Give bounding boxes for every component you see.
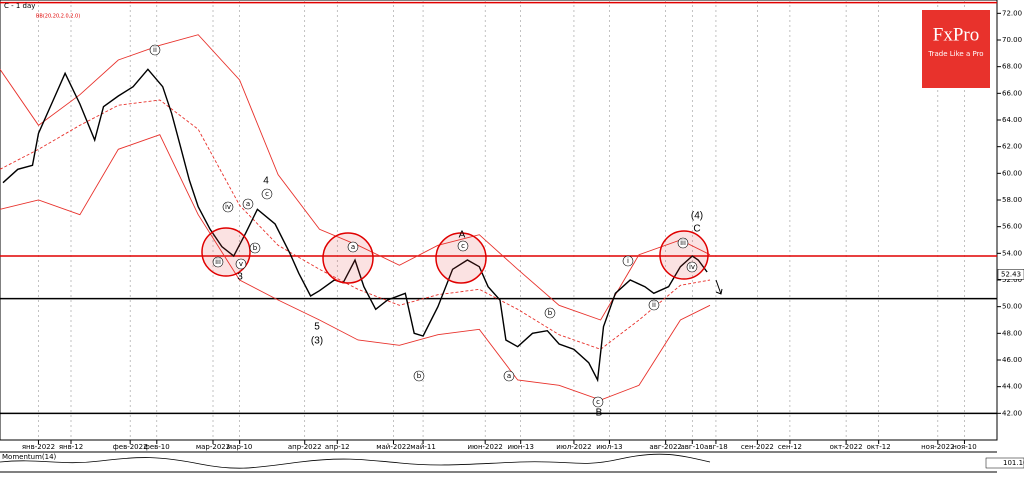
y-tick-label: 70.00 — [1002, 36, 1022, 44]
wave-label: 5 — [314, 322, 320, 333]
wave-label: i — [627, 257, 629, 265]
annotation-circle — [592, 396, 604, 408]
wave-label: c — [265, 190, 269, 198]
momentum-value: 101.10 — [1003, 459, 1024, 467]
wave-label: 3 — [237, 272, 243, 283]
x-tick-label: фев-2022 — [113, 443, 148, 451]
annotation-circle — [622, 255, 634, 267]
annotation-circle — [149, 44, 161, 56]
wave-label: iv — [689, 263, 695, 271]
wave-label: a — [246, 200, 250, 208]
x-tick-label: июл-2022 — [556, 443, 591, 451]
wave-label: 4 — [263, 176, 269, 187]
x-tick-label: янв-2022 — [22, 443, 55, 451]
annotation-circle — [235, 258, 247, 270]
x-tick-label: мар-10 — [227, 443, 252, 451]
annotation-circle — [222, 201, 234, 213]
y-tick-label: 44.00 — [1002, 383, 1022, 391]
annotation-circle — [212, 256, 224, 268]
wave-label: B — [596, 408, 603, 419]
x-tick-label: май-2022 — [376, 443, 410, 451]
y-tick-label: 72.00 — [1002, 9, 1022, 17]
logo-brand: FxPro — [933, 24, 979, 45]
y-tick-label: 42.00 — [1002, 409, 1022, 417]
annotation-circle — [413, 370, 425, 382]
wave-label: (3) — [311, 336, 323, 347]
x-tick-label: авг-2022 — [649, 443, 681, 451]
wave-label: c — [596, 398, 600, 406]
indicator-label: BB(20,20,2.0,2.0) — [36, 14, 80, 20]
momentum-line — [0, 453, 711, 469]
annotation-circle — [347, 241, 359, 253]
x-tick-label: авг-18 — [704, 443, 728, 451]
annotation-circle — [686, 261, 698, 273]
annotation-circle — [677, 237, 689, 249]
x-tick-label: янв-12 — [59, 443, 83, 451]
highlight-circle — [322, 232, 374, 284]
wave-label: ii — [153, 46, 157, 54]
wave-label: iii — [215, 258, 221, 266]
y-tick-label: 58.00 — [1002, 196, 1022, 204]
annotation-circle — [457, 240, 469, 252]
wave-label: c — [461, 242, 465, 250]
y-tick-label: 68.00 — [1002, 63, 1022, 71]
x-tick-label: апр-12 — [325, 443, 350, 451]
x-tick-label: сен-2022 — [741, 443, 774, 451]
wave-label: (4) — [691, 211, 703, 222]
annotation-circle — [503, 370, 515, 382]
x-tick-label: апр-2022 — [288, 443, 322, 451]
x-tick-label: мар-2022 — [196, 443, 230, 451]
wave-label: b — [548, 309, 553, 317]
y-tick-label: 46.00 — [1002, 356, 1022, 364]
last-price-label: 52.43 — [1001, 270, 1021, 278]
y-tick-label: 56.00 — [1002, 223, 1022, 231]
wave-label: v — [239, 260, 243, 268]
x-tick-label: май-11 — [410, 443, 436, 451]
y-tick-label: 54.00 — [1002, 249, 1022, 257]
x-tick-label: окт-12 — [867, 443, 891, 451]
x-tick-label: авг-10 — [681, 443, 705, 451]
x-tick-label: сен-12 — [778, 443, 802, 451]
last-price-box — [997, 269, 1024, 280]
arrow — [715, 279, 723, 295]
y-tick-label: 64.00 — [1002, 116, 1022, 124]
x-tick-label: ноя-10 — [952, 443, 977, 451]
wave-label: A — [459, 230, 466, 241]
wave-label: a — [351, 243, 355, 251]
y-tick-label: 52.00 — [1002, 276, 1022, 284]
annotation-circle — [544, 307, 556, 319]
x-tick-label: июн-13 — [507, 443, 533, 451]
x-tick-label: июн-2022 — [468, 443, 503, 451]
highlight-circle — [435, 232, 487, 284]
logo — [922, 10, 990, 88]
bollinger-middle — [0, 99, 711, 350]
y-tick-label: 60.00 — [1002, 169, 1022, 177]
y-tick-label: 48.00 — [1002, 329, 1022, 337]
wave-label: a — [507, 372, 511, 380]
x-tick-label: ноя-2022 — [921, 443, 954, 451]
momentum-label: Momentum(14) — [2, 453, 57, 461]
wave-label: b — [417, 372, 422, 380]
y-tick-label: 50.00 — [1002, 303, 1022, 311]
wave-label: iv — [225, 203, 231, 211]
logo-tagline: Trade Like a Pro — [927, 50, 983, 58]
annotation-circle — [249, 242, 261, 254]
wave-label: b — [253, 244, 258, 252]
wave-label: iii — [680, 239, 686, 247]
annotation-circle — [261, 188, 273, 200]
momentum-value-box — [985, 457, 1024, 469]
y-tick-label: 62.00 — [1002, 143, 1022, 151]
wave-label: C — [693, 224, 700, 235]
wave-label: ii — [652, 301, 656, 309]
x-tick-label: фев-10 — [144, 443, 170, 451]
price-line — [2, 68, 708, 383]
chart-title: C - 1 day — [4, 2, 35, 10]
plot-frame — [0, 0, 998, 441]
annotation-circle — [648, 299, 660, 311]
annotation-circle — [242, 198, 254, 210]
y-tick-label: 66.00 — [1002, 89, 1022, 97]
x-tick-label: июл-13 — [596, 443, 622, 451]
x-tick-label: окт-2022 — [830, 443, 863, 451]
